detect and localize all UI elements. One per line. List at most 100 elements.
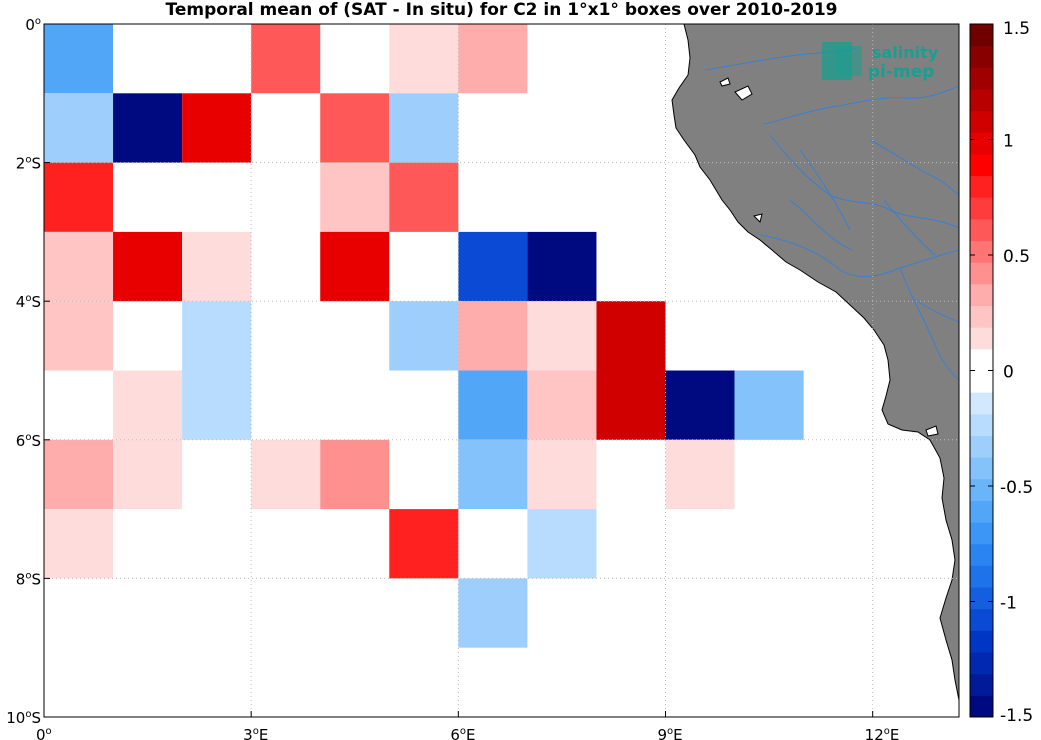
colorbar-swatch — [970, 478, 993, 501]
island — [753, 213, 763, 223]
colorbar-swatch — [970, 608, 993, 631]
colorbar-label: 1.5 — [1003, 19, 1030, 39]
grid-cell — [458, 370, 528, 440]
colorbar-swatch — [970, 110, 993, 133]
y-tick-label: 4oS — [16, 293, 41, 311]
x-tick-label: 0o — [36, 726, 52, 740]
grid-cell — [389, 301, 459, 371]
grid-cell — [458, 231, 528, 302]
colorbar-label: 0.5 — [1003, 247, 1030, 267]
colorbar-swatch — [970, 392, 993, 415]
grid-cell — [44, 439, 114, 510]
grid-cell — [251, 24, 321, 94]
colorbar-label: 1 — [1003, 132, 1014, 152]
colorbar-swatch — [970, 652, 993, 675]
colorbar-swatch — [970, 522, 993, 545]
x-tick-label: 3oE — [243, 726, 268, 740]
grid-lines — [44, 24, 959, 717]
grid-cell — [734, 370, 804, 440]
x-tick-label: 6oE — [450, 726, 475, 740]
grid-cell — [458, 578, 528, 648]
colorbar-swatch — [970, 24, 993, 47]
island — [734, 85, 753, 101]
land-mass — [671, 24, 959, 717]
island — [719, 77, 731, 87]
colorbar-swatch — [970, 67, 993, 90]
grid-cell — [458, 301, 528, 371]
grid-cell — [389, 93, 459, 163]
map-title: Temporal mean of (SAT - In situ) for C2 … — [165, 0, 838, 20]
grid-cell — [182, 301, 252, 371]
grid-cell — [389, 509, 459, 579]
colorbar-swatch — [970, 262, 993, 285]
island — [925, 425, 939, 437]
grid-cell — [113, 231, 183, 302]
colorbar-swatch — [970, 630, 993, 653]
grid-cell — [596, 370, 666, 440]
colorbar-swatch — [970, 348, 993, 371]
grid-cell — [320, 162, 390, 232]
colorbar-swatch — [970, 283, 993, 307]
grid-cell — [596, 301, 666, 371]
x-tick-label: 9oE — [658, 726, 683, 740]
colorbar-swatch — [970, 695, 993, 718]
grid-cell — [665, 370, 735, 440]
grid-cell — [44, 162, 114, 232]
logo-text-salinity: salinity — [872, 43, 939, 62]
colorbar-swatch — [970, 435, 993, 458]
colorbar-swatch — [970, 175, 993, 198]
y-tick-label: 8oS — [16, 570, 41, 588]
grid-cell — [44, 24, 114, 94]
grid-cell — [182, 93, 252, 163]
logo-text-pimep: pi-mep — [868, 62, 934, 82]
map-frame — [43, 23, 960, 718]
grid-cell — [527, 301, 597, 371]
colorbar-label: 0 — [1003, 363, 1014, 383]
colorbar-swatch — [970, 88, 993, 112]
grid-cell — [320, 231, 390, 302]
grid-cell — [113, 93, 183, 163]
grid-cell — [527, 439, 597, 510]
land-polygon — [671, 24, 959, 717]
colorbar-label: -1 — [1000, 594, 1017, 614]
colorbar-swatch — [970, 218, 993, 242]
grid-cell — [527, 370, 597, 440]
data-cells — [44, 24, 804, 648]
colorbar-swatch — [970, 153, 993, 177]
colorbar-swatch — [970, 370, 993, 393]
y-tick-label: 0o — [25, 16, 41, 34]
colorbar-swatch — [970, 457, 993, 480]
grid-cell — [113, 370, 183, 440]
colorbar-swatch — [970, 500, 993, 523]
colorbar-label: -1.5 — [1000, 706, 1033, 726]
grid-cell — [251, 439, 321, 510]
colorbar-swatch — [970, 305, 993, 328]
colorbar-swatch — [970, 565, 993, 588]
colorbar-swatch — [970, 587, 993, 610]
rivers — [704, 47, 959, 381]
grid-cell — [44, 509, 114, 579]
grid-cell — [113, 439, 183, 510]
grid-cell — [527, 509, 597, 579]
grid-cell — [182, 370, 252, 440]
colorbar-swatch — [970, 240, 993, 263]
grid-cell — [665, 439, 735, 510]
logo: salinity pi-mep — [822, 42, 939, 82]
colorbar-label: -0.5 — [1000, 478, 1033, 498]
grid-cell — [44, 93, 114, 163]
colorbar-swatch — [970, 543, 993, 566]
grid-cell — [44, 231, 114, 302]
y-tick-label: 6oS — [16, 432, 41, 450]
grid-cell — [320, 93, 390, 163]
x-tick-label: 12oE — [865, 726, 900, 740]
grid-cell — [389, 162, 459, 232]
colorbar-swatch — [970, 673, 993, 696]
colorbar-swatch — [970, 413, 993, 436]
grid-cell — [182, 231, 252, 302]
axes: 0o 3oE 6oE 9oE 12oE 0o 2oS 4oS 6oS 8oS 10oS — [6, 16, 899, 740]
grid-cell — [44, 301, 114, 371]
colorbar-swatch — [970, 327, 993, 350]
colorbar-swatch — [970, 45, 993, 68]
grid-cell — [458, 439, 528, 510]
